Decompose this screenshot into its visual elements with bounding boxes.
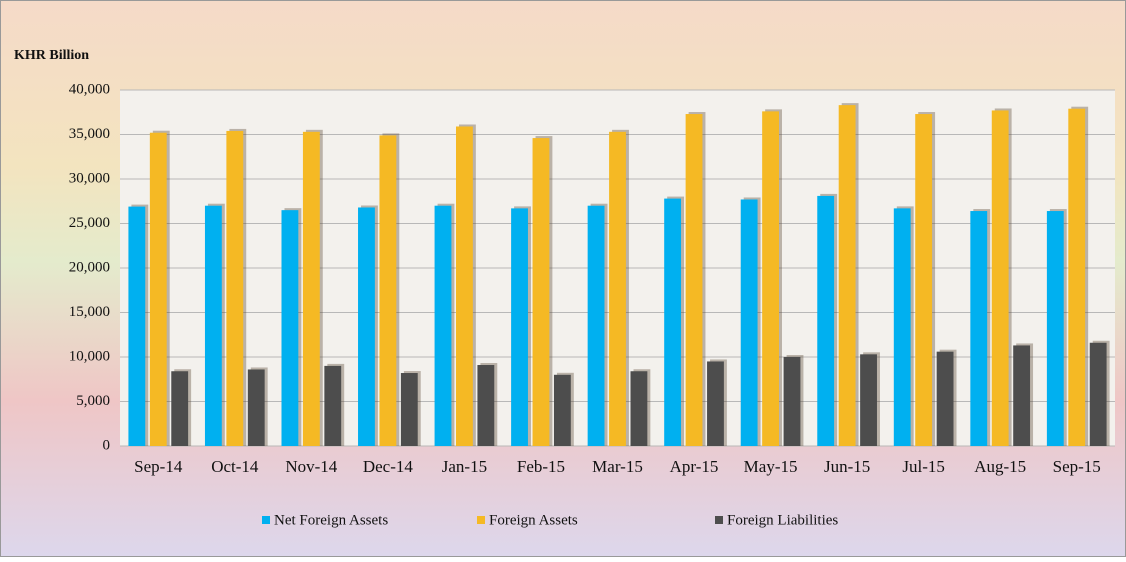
y-tick-label: 20,000 (69, 259, 110, 275)
bar (324, 365, 342, 446)
bar (226, 130, 244, 446)
bar (511, 208, 528, 446)
x-tick-label: Oct-14 (211, 457, 259, 476)
bar (740, 199, 758, 446)
x-tick-label: Mar-15 (592, 457, 643, 476)
bar (532, 138, 550, 446)
bar (171, 371, 189, 446)
x-tick-label: Sep-15 (1053, 457, 1101, 476)
bar (553, 374, 571, 446)
bar (149, 132, 167, 446)
y-tick-label: 30,000 (69, 170, 110, 186)
legend-swatch (477, 516, 485, 524)
y-tick-label: 5,000 (76, 393, 110, 409)
bar (609, 131, 626, 446)
x-tick-label: May-15 (744, 457, 798, 476)
bar (970, 211, 988, 446)
bar (1068, 108, 1086, 446)
bar (991, 110, 1009, 446)
bar (302, 131, 320, 446)
x-tick-label: Feb-15 (517, 457, 565, 476)
bar (379, 135, 397, 446)
bar (707, 361, 724, 446)
bar (247, 369, 265, 446)
legend-swatch (262, 516, 270, 524)
bar (434, 205, 452, 446)
bar (1089, 342, 1107, 446)
y-axis-label: KHR Billion (14, 48, 89, 63)
x-tick-label: Apr-15 (670, 457, 719, 476)
y-tick-label: 15,000 (69, 304, 110, 320)
bar (1046, 211, 1064, 446)
bar (128, 206, 146, 446)
bar (817, 195, 835, 446)
bar (1013, 345, 1031, 446)
legend-label: Net Foreign Assets (274, 512, 388, 528)
bar (685, 114, 703, 446)
y-tick-label: 40,000 (69, 81, 110, 97)
bar (400, 373, 418, 446)
bar (762, 111, 779, 447)
x-tick-label: Jan-15 (442, 457, 487, 476)
bar (783, 357, 801, 446)
legend-label: Foreign Assets (489, 512, 578, 528)
bar (936, 351, 954, 446)
bar (587, 205, 605, 446)
legend-label: Foreign Liabilities (727, 512, 838, 528)
bar (893, 208, 911, 446)
x-tick-label: Jul-15 (902, 457, 945, 476)
x-tick-label: Dec-14 (363, 457, 414, 476)
x-tick-label: Sep-14 (134, 457, 183, 476)
x-tick-label: Nov-14 (285, 457, 337, 476)
bar (456, 126, 473, 447)
bar (477, 365, 495, 446)
y-tick-label: 10,000 (69, 348, 110, 364)
bar (860, 354, 877, 446)
bar (838, 105, 856, 446)
x-tick-label: Jun-15 (824, 457, 870, 476)
legend-swatch (715, 516, 723, 524)
y-tick-label: 25,000 (69, 215, 110, 231)
bar (630, 371, 648, 446)
y-tick-label: 35,000 (69, 126, 110, 142)
bar (204, 205, 222, 446)
bar (915, 114, 933, 446)
x-tick-label: Aug-15 (974, 457, 1026, 476)
y-tick-label: 0 (103, 437, 111, 453)
bar (664, 198, 682, 446)
bar (358, 207, 375, 446)
bar (281, 210, 299, 446)
